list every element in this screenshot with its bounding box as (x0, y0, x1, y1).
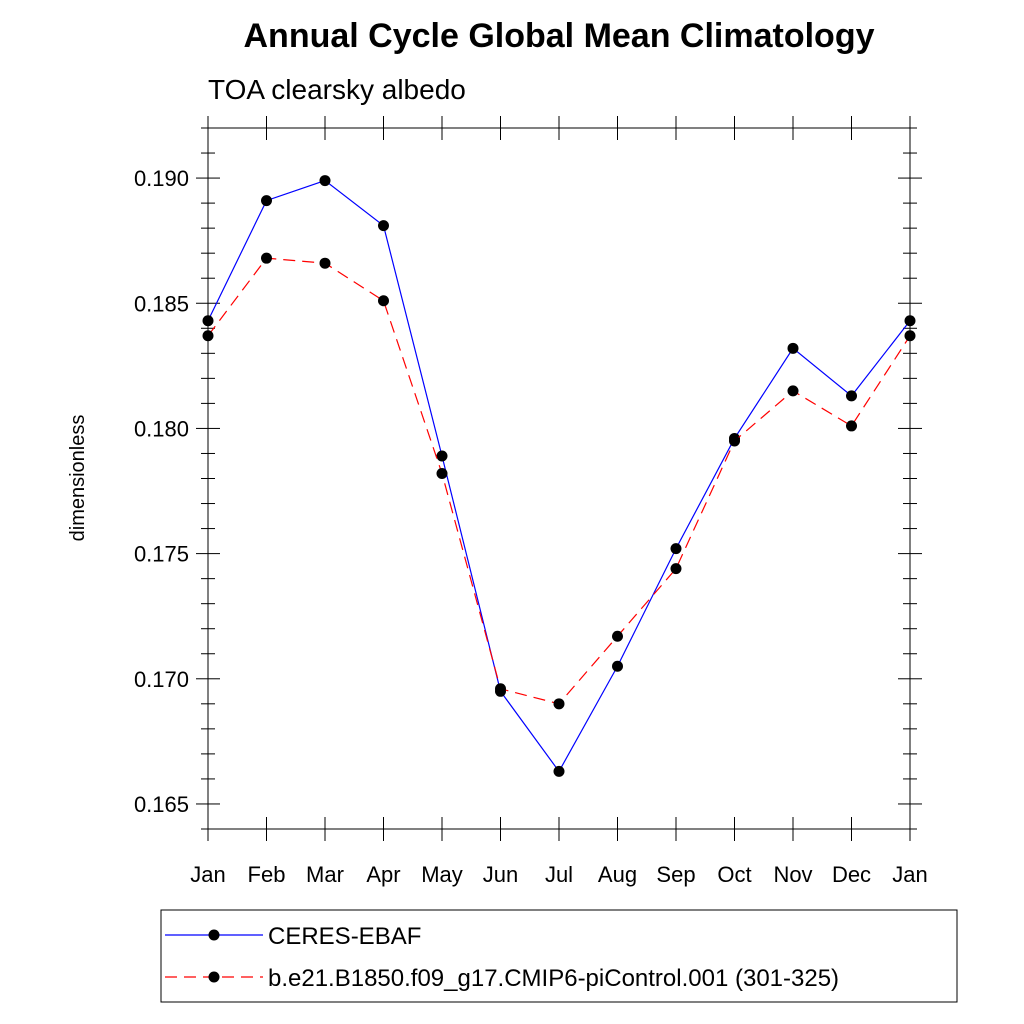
series-0-point (904, 315, 916, 327)
series-0-point (846, 390, 857, 402)
series-1-point (729, 435, 740, 447)
series-1-point (553, 698, 565, 710)
series-1-point (261, 252, 272, 264)
x-tick-label: Mar (306, 862, 344, 887)
x-tick-label: May (421, 862, 463, 887)
series-1-point (904, 330, 916, 342)
legend-marker-0 (208, 929, 220, 941)
series-0-point (319, 175, 331, 187)
x-tick-label: Oct (717, 862, 751, 887)
x-tick-label: Jun (483, 862, 518, 887)
y-axis-label: dimensionless (67, 415, 89, 542)
x-tick-label: Jan (190, 862, 225, 887)
x-tick-label: Sep (656, 862, 695, 887)
x-tick-label: Dec (832, 862, 871, 887)
x-tick-label: Feb (248, 862, 286, 887)
y-tick-label: 0.170 (134, 667, 189, 692)
series-1-point (612, 630, 623, 642)
series-0-point (378, 220, 389, 232)
series-line-0 (207, 179, 911, 773)
series-line-1 (207, 257, 911, 705)
series-0-point (787, 342, 799, 354)
chart-subtitle: TOA clearsky albedo (208, 74, 466, 105)
series-0-point (202, 315, 214, 327)
series-1-point (378, 295, 389, 307)
y-tick-label: 0.175 (134, 542, 189, 567)
x-tick-label: Jan (892, 862, 927, 887)
x-tick-label: Jul (545, 862, 573, 887)
legend-label-1: b.e21.B1850.f09_g17.CMIP6-piControl.001 … (268, 965, 839, 992)
series-1-point (319, 257, 331, 269)
plot-frame (207, 127, 911, 830)
legend-box (160, 909, 958, 1003)
series-0-point (612, 660, 623, 672)
y-tick-label: 0.190 (134, 166, 189, 191)
series-0-point (670, 543, 682, 555)
y-tick-label: 0.180 (134, 416, 189, 441)
series-1-point (202, 330, 214, 342)
x-tick-label: Aug (598, 862, 637, 887)
chart-title: Annual Cycle Global Mean Climatology (244, 17, 875, 55)
legend-label-0: CERES-EBAF (268, 923, 421, 950)
series-0-point (261, 195, 272, 207)
series-0-point (436, 450, 448, 462)
y-tick-label: 0.165 (134, 792, 189, 817)
x-tick-label: Apr (366, 862, 400, 887)
series-1-point (495, 683, 506, 695)
y-tick-label: 0.185 (134, 291, 189, 316)
series-0-point (553, 765, 565, 777)
legend-marker-1 (208, 971, 220, 983)
series-1-point (787, 385, 799, 397)
series-1-point (436, 467, 448, 479)
series-1-point (670, 563, 682, 575)
series-1-point (846, 420, 857, 432)
x-tick-label: Nov (773, 862, 812, 887)
